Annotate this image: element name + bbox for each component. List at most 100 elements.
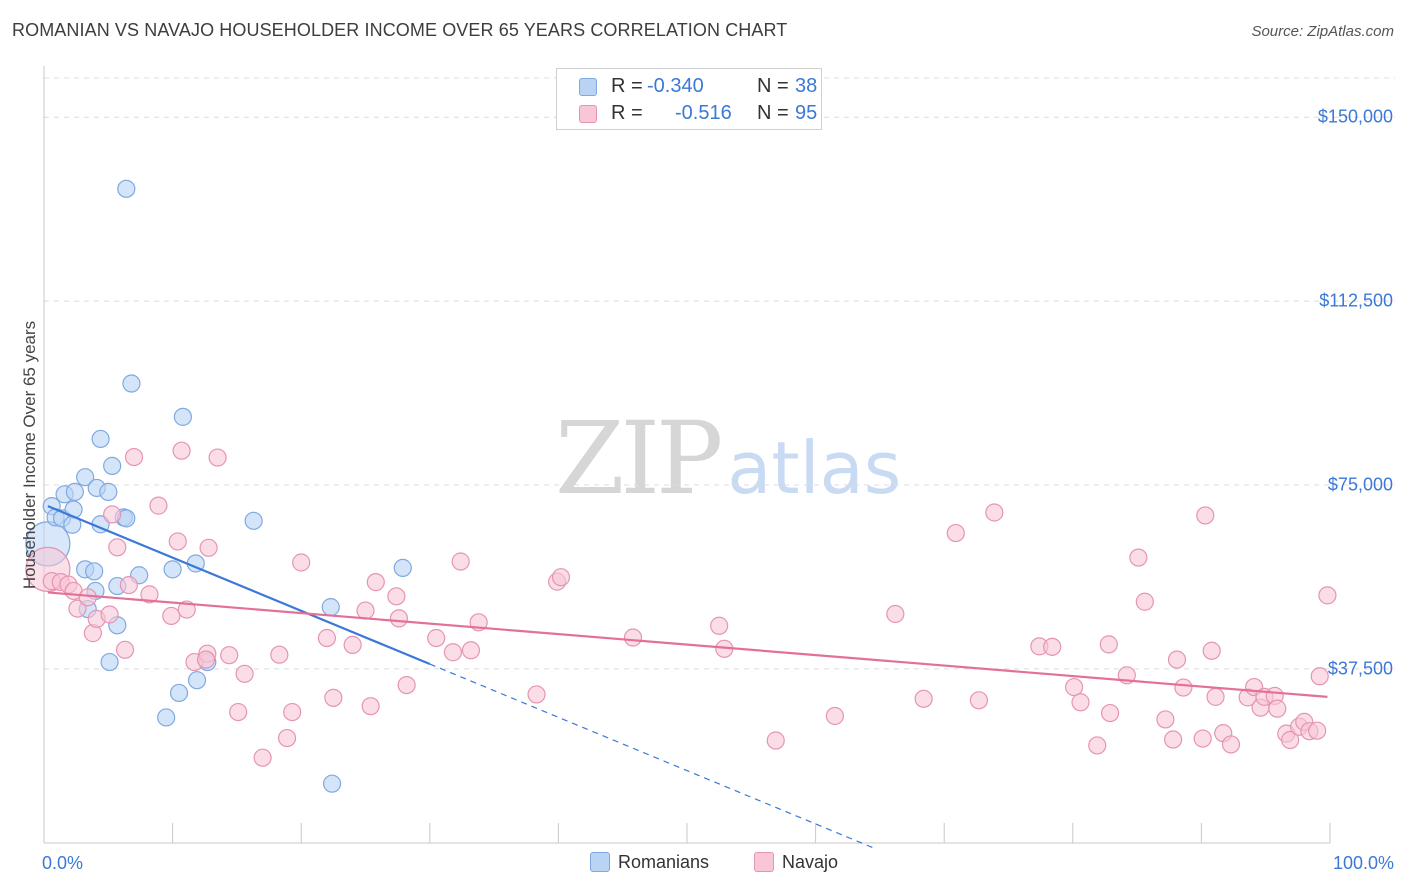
navajo-trend-line <box>47 591 1328 698</box>
data-point <box>177 600 196 619</box>
data-point <box>187 671 207 690</box>
data-point <box>1193 729 1212 748</box>
data-point <box>946 523 965 543</box>
data-point <box>1174 678 1193 697</box>
data-point <box>108 538 127 557</box>
data-point <box>85 562 104 581</box>
data-point <box>393 558 412 577</box>
data-point <box>172 441 191 460</box>
data-point <box>1196 506 1215 525</box>
navajo-swatch <box>579 105 597 123</box>
data-point <box>277 728 297 748</box>
data-point <box>969 691 989 710</box>
romanians-trend-line <box>47 505 431 666</box>
data-point <box>1308 721 1327 740</box>
data-point <box>244 511 263 530</box>
n-value: 95 <box>795 102 818 124</box>
data-point <box>451 552 470 571</box>
data-point <box>117 179 136 198</box>
data-point <box>103 456 122 475</box>
data-point <box>551 568 571 587</box>
romanians-swatch <box>579 78 597 96</box>
data-point <box>710 616 729 635</box>
data-point <box>169 683 189 703</box>
data-point <box>356 601 375 620</box>
n-value: 38 <box>795 75 818 97</box>
data-point <box>443 643 463 662</box>
data-point <box>1100 703 1120 723</box>
data-point <box>162 606 181 626</box>
n-label: N = <box>757 75 789 97</box>
data-point <box>1221 735 1241 754</box>
r-label: R = <box>611 102 643 124</box>
n-label: N = <box>757 102 789 124</box>
data-point <box>1167 650 1187 669</box>
data-point <box>317 628 337 648</box>
romanians-trend-extrapolation <box>429 663 874 849</box>
data-point <box>140 585 159 604</box>
data-point <box>1071 693 1090 712</box>
gridlines <box>44 77 1395 670</box>
data-point <box>270 645 289 664</box>
data-point <box>91 429 110 449</box>
data-point <box>124 447 144 467</box>
data-point <box>1043 637 1062 656</box>
data-point <box>361 697 380 716</box>
navajo-swatch <box>754 852 774 872</box>
y-tick-label: $112,500 <box>1319 290 1393 311</box>
data-point <box>366 573 385 592</box>
data-point <box>1268 699 1287 718</box>
data-point <box>196 650 216 669</box>
chart-title: ROMANIAN VS NAVAJO HOUSEHOLDER INCOME OV… <box>12 20 788 40</box>
data-point <box>623 628 643 647</box>
data-point <box>1099 635 1118 654</box>
data-point <box>825 706 844 726</box>
navajo-label: Navajo <box>782 852 839 872</box>
data-point <box>1064 677 1084 697</box>
data-point <box>527 685 546 704</box>
axes <box>43 66 1331 844</box>
data-point <box>100 652 119 672</box>
data-point <box>76 468 95 487</box>
x-tick-label: 0.0% <box>42 853 84 873</box>
x-tick-label: 100.0% <box>1332 853 1394 873</box>
data-point <box>283 702 302 722</box>
data-point <box>914 689 933 708</box>
data-point <box>397 675 416 695</box>
data-point <box>157 708 176 727</box>
data-point <box>220 646 239 665</box>
data-point <box>1310 667 1329 686</box>
r-value: -0.516 <box>675 102 732 124</box>
data-point <box>886 604 905 624</box>
bottom-legend-romanians[interactable]: Romanians <box>590 852 709 873</box>
romanians-label: Romanians <box>618 852 710 872</box>
data-point <box>427 628 446 648</box>
data-point <box>985 503 1004 522</box>
source-label: Source: ZipAtlas.com <box>1251 23 1394 40</box>
y-tick-label: $37,500 <box>1327 658 1393 679</box>
series-romanians <box>25 179 412 793</box>
data-point <box>1135 592 1154 611</box>
data-point <box>461 641 481 660</box>
data-point <box>292 553 311 572</box>
data-point <box>235 664 254 683</box>
data-point <box>1156 710 1175 729</box>
data-point <box>343 635 362 654</box>
data-point <box>1281 730 1300 750</box>
data-point <box>324 688 343 707</box>
data-point <box>168 532 187 551</box>
data-point <box>119 575 138 595</box>
data-series <box>25 179 1337 793</box>
r-value: -0.340 <box>647 75 704 97</box>
correlation-legend: R = -0.340 N = 38 R = -0.516 N = 95 <box>556 68 822 130</box>
data-point <box>1206 687 1225 706</box>
data-point <box>65 482 84 501</box>
data-point <box>253 748 272 767</box>
data-point <box>163 560 182 579</box>
data-point <box>1318 586 1337 605</box>
bottom-legend-navajo[interactable]: Navajo <box>754 852 838 873</box>
trend-lines <box>47 505 1328 849</box>
data-point <box>766 731 785 750</box>
data-point <box>68 599 87 618</box>
data-point <box>229 702 248 722</box>
